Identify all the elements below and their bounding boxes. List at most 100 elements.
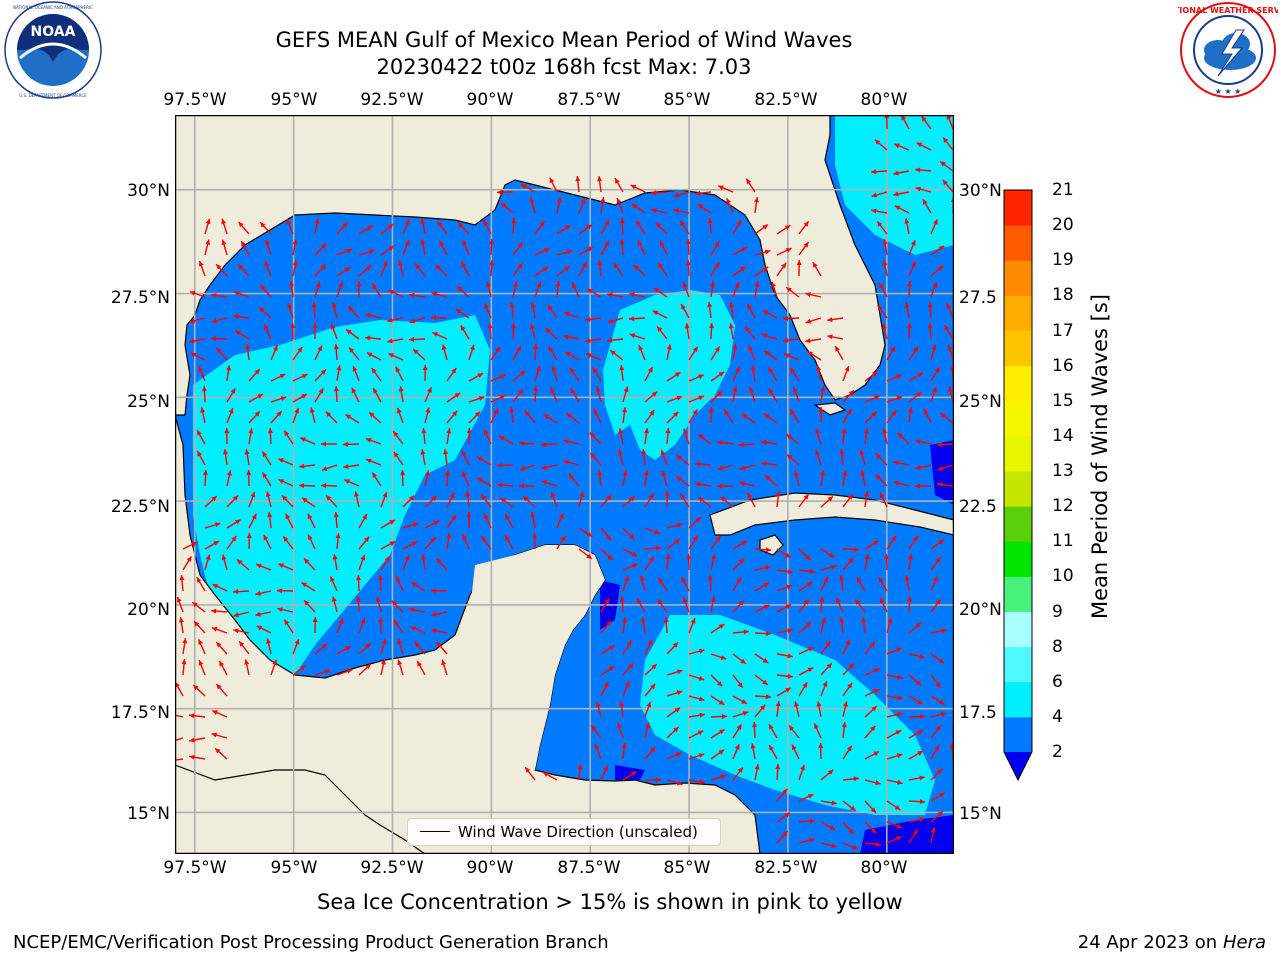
direction-arrow-head [351,387,357,394]
direction-arrow-head [682,597,688,603]
direction-arrow-head [836,597,841,604]
direction-arrow-head [412,522,419,528]
direction-arrow-head [470,344,475,351]
direction-arrow-head [420,449,426,455]
direction-arrow-head [452,410,458,417]
direction-arrow-head [545,327,551,334]
direction-arrow-head [676,690,683,696]
direction-arrow-head [637,598,642,604]
direction-arrow-head [676,669,683,675]
direction-arrow-head [896,836,902,841]
direction-arrow-head [626,640,632,646]
direction-arrow-head [803,599,809,605]
direction-arrow-head [809,568,815,574]
direction-arrow-head [790,409,796,416]
direction-arrow-head [439,240,445,247]
direction-arrow-head [728,323,734,329]
direction-arrow-head [197,450,202,457]
direction-arrow-head [734,744,740,750]
direction-arrow-head [785,687,791,693]
direction-arrow-head [937,265,944,271]
colorbar-tick: 18 [1052,285,1074,306]
direction-arrow-head [938,245,945,251]
direction-arrow-head [219,660,224,667]
direction-arrow-head [307,513,313,520]
direction-arrow-head [882,428,888,434]
direction-arrow-head [221,554,227,561]
direction-arrow-head [292,239,298,245]
direction-arrow-head [738,558,745,564]
direction-arrow-head [893,170,899,176]
direction-arrow-head [878,577,884,583]
direction-arrow-head [312,617,318,622]
direction-arrow-head [436,641,442,648]
direction-arrow-head [714,346,720,352]
direction-arrow-head [803,242,809,248]
direction-arrow-head [604,220,610,226]
direction-arrow-head [787,653,793,659]
direction-arrow-head [930,827,936,833]
direction-arrow-head [586,353,592,359]
direction-arrow-head [333,512,339,518]
direction-arrow-head [923,408,929,415]
direction-arrow-head [213,541,219,546]
colorbar-segment [1004,541,1032,577]
direction-arrow-head [378,575,384,581]
direction-arrow-head [333,344,339,350]
direction-arrow-head [525,767,531,773]
direction-arrow-head [231,536,237,542]
footer-credit: NCEP/EMC/Verification Post Processing Pr… [13,932,609,953]
direction-arrow-head [673,192,680,198]
direction-arrow-head [420,218,426,224]
direction-arrow-head [750,365,756,371]
direction-arrow-head [365,313,371,318]
direction-arrow-head [764,350,770,356]
direction-arrow-head [894,143,900,149]
direction-arrow-head [940,413,946,419]
direction-arrow-head [417,661,422,667]
direction-arrow-head [904,575,910,581]
direction-arrow-head [736,220,742,226]
direction-arrow-head [927,323,933,329]
direction-arrow-head [769,724,774,730]
direction-arrow-head [255,611,261,617]
lat-tick-right: 30°N [959,181,1002,201]
direction-arrow-head [509,302,515,308]
direction-arrow-head [933,576,938,582]
direction-arrow-head [942,179,948,186]
direction-arrow-head [318,388,324,394]
direction-arrow-head [397,638,403,645]
direction-arrow-head [551,365,557,372]
direction-arrow-head [256,563,262,569]
direction-arrow-head [586,224,592,230]
direction-arrow-head [894,205,901,211]
direction-arrow-head [621,743,627,749]
direction-arrow-head [943,137,949,143]
direction-arrow-head [284,430,290,437]
direction-arrow-head [619,701,625,707]
direction-arrow-head [205,554,211,561]
direction-arrow-head [404,555,410,561]
direction-arrow-head [787,628,793,634]
colorbar-segment [1004,365,1032,402]
direction-arrow-head [665,554,671,560]
lat-tick-right: 20°N [959,600,1002,620]
direction-arrow-head [354,491,359,497]
direction-arrow-head [636,220,642,227]
direction-arrow-head [784,225,791,230]
direction-arrow-head [346,668,353,674]
direction-arrow-head [535,365,541,372]
direction-arrow-head [455,309,462,314]
direction-arrow-head [489,239,495,245]
colorbar-label: Mean Period of Wind Waves [s] [1088,294,1112,619]
direction-arrow-head [896,647,902,653]
direction-arrow-head [815,428,820,435]
direction-arrow-head [645,722,651,728]
direction-arrow-head [841,428,847,434]
direction-arrow-head [301,394,307,399]
direction-arrow-head [827,317,833,323]
direction-arrow-head [555,281,561,287]
direction-arrow-head [397,659,403,666]
direction-arrow-head [325,411,332,417]
direction-arrow-head [904,302,910,308]
